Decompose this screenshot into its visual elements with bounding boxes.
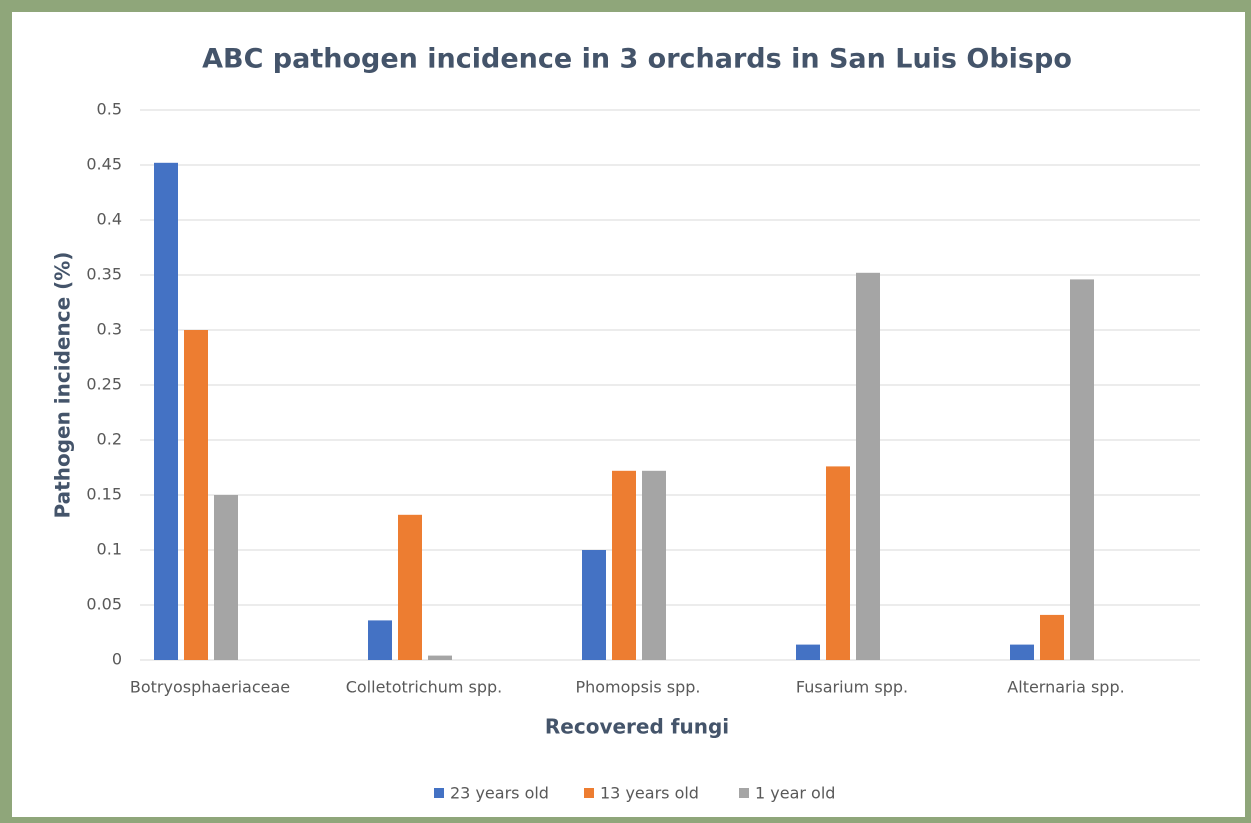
x-tick-label: Alternaria spp. [1007, 678, 1124, 697]
bar [612, 470, 636, 660]
y-tick-label: 0.3 [97, 320, 122, 339]
bar [368, 620, 392, 660]
legend-label: 1 year old [755, 784, 835, 803]
y-axis-label: Pathogen incidence (%) [51, 252, 75, 519]
y-tick-label: 0.1 [97, 540, 122, 559]
bar [398, 514, 422, 660]
x-axis-label: Recovered fungi [545, 715, 729, 739]
bar [796, 644, 820, 660]
legend-swatch [584, 788, 594, 798]
y-tick-label: 0.45 [86, 155, 122, 174]
y-tick-label: 0.4 [97, 210, 122, 229]
legend-swatch [434, 788, 444, 798]
bar [428, 655, 452, 660]
y-tick-label: 0.25 [86, 375, 122, 394]
bar [1010, 644, 1034, 660]
x-tick-label: Botryosphaeriaceae [130, 678, 290, 697]
bar [856, 272, 880, 660]
y-tick-label: 0.15 [86, 485, 122, 504]
x-tick-label: Fusarium spp. [796, 678, 908, 697]
bar [1070, 279, 1094, 660]
y-tick-label: 0 [112, 650, 122, 669]
bar [214, 495, 238, 660]
bar [1040, 614, 1064, 660]
y-tick-label: 0.05 [86, 595, 122, 614]
bar [154, 162, 178, 661]
y-tick-label: 0.2 [97, 430, 122, 449]
legend-label: 13 years old [600, 784, 699, 803]
legend-swatch [739, 788, 749, 798]
bar [826, 466, 850, 660]
y-tick-label: 0.35 [86, 265, 122, 284]
x-tick-label: Colletotrichum spp. [346, 678, 503, 697]
y-tick-label: 0.5 [97, 100, 122, 119]
bar [582, 550, 606, 660]
chart-title: ABC pathogen incidence in 3 orchards in … [202, 44, 1072, 75]
bar [642, 470, 666, 660]
x-tick-label: Phomopsis spp. [575, 678, 700, 697]
bar [184, 330, 208, 660]
legend-label: 23 years old [450, 784, 549, 803]
